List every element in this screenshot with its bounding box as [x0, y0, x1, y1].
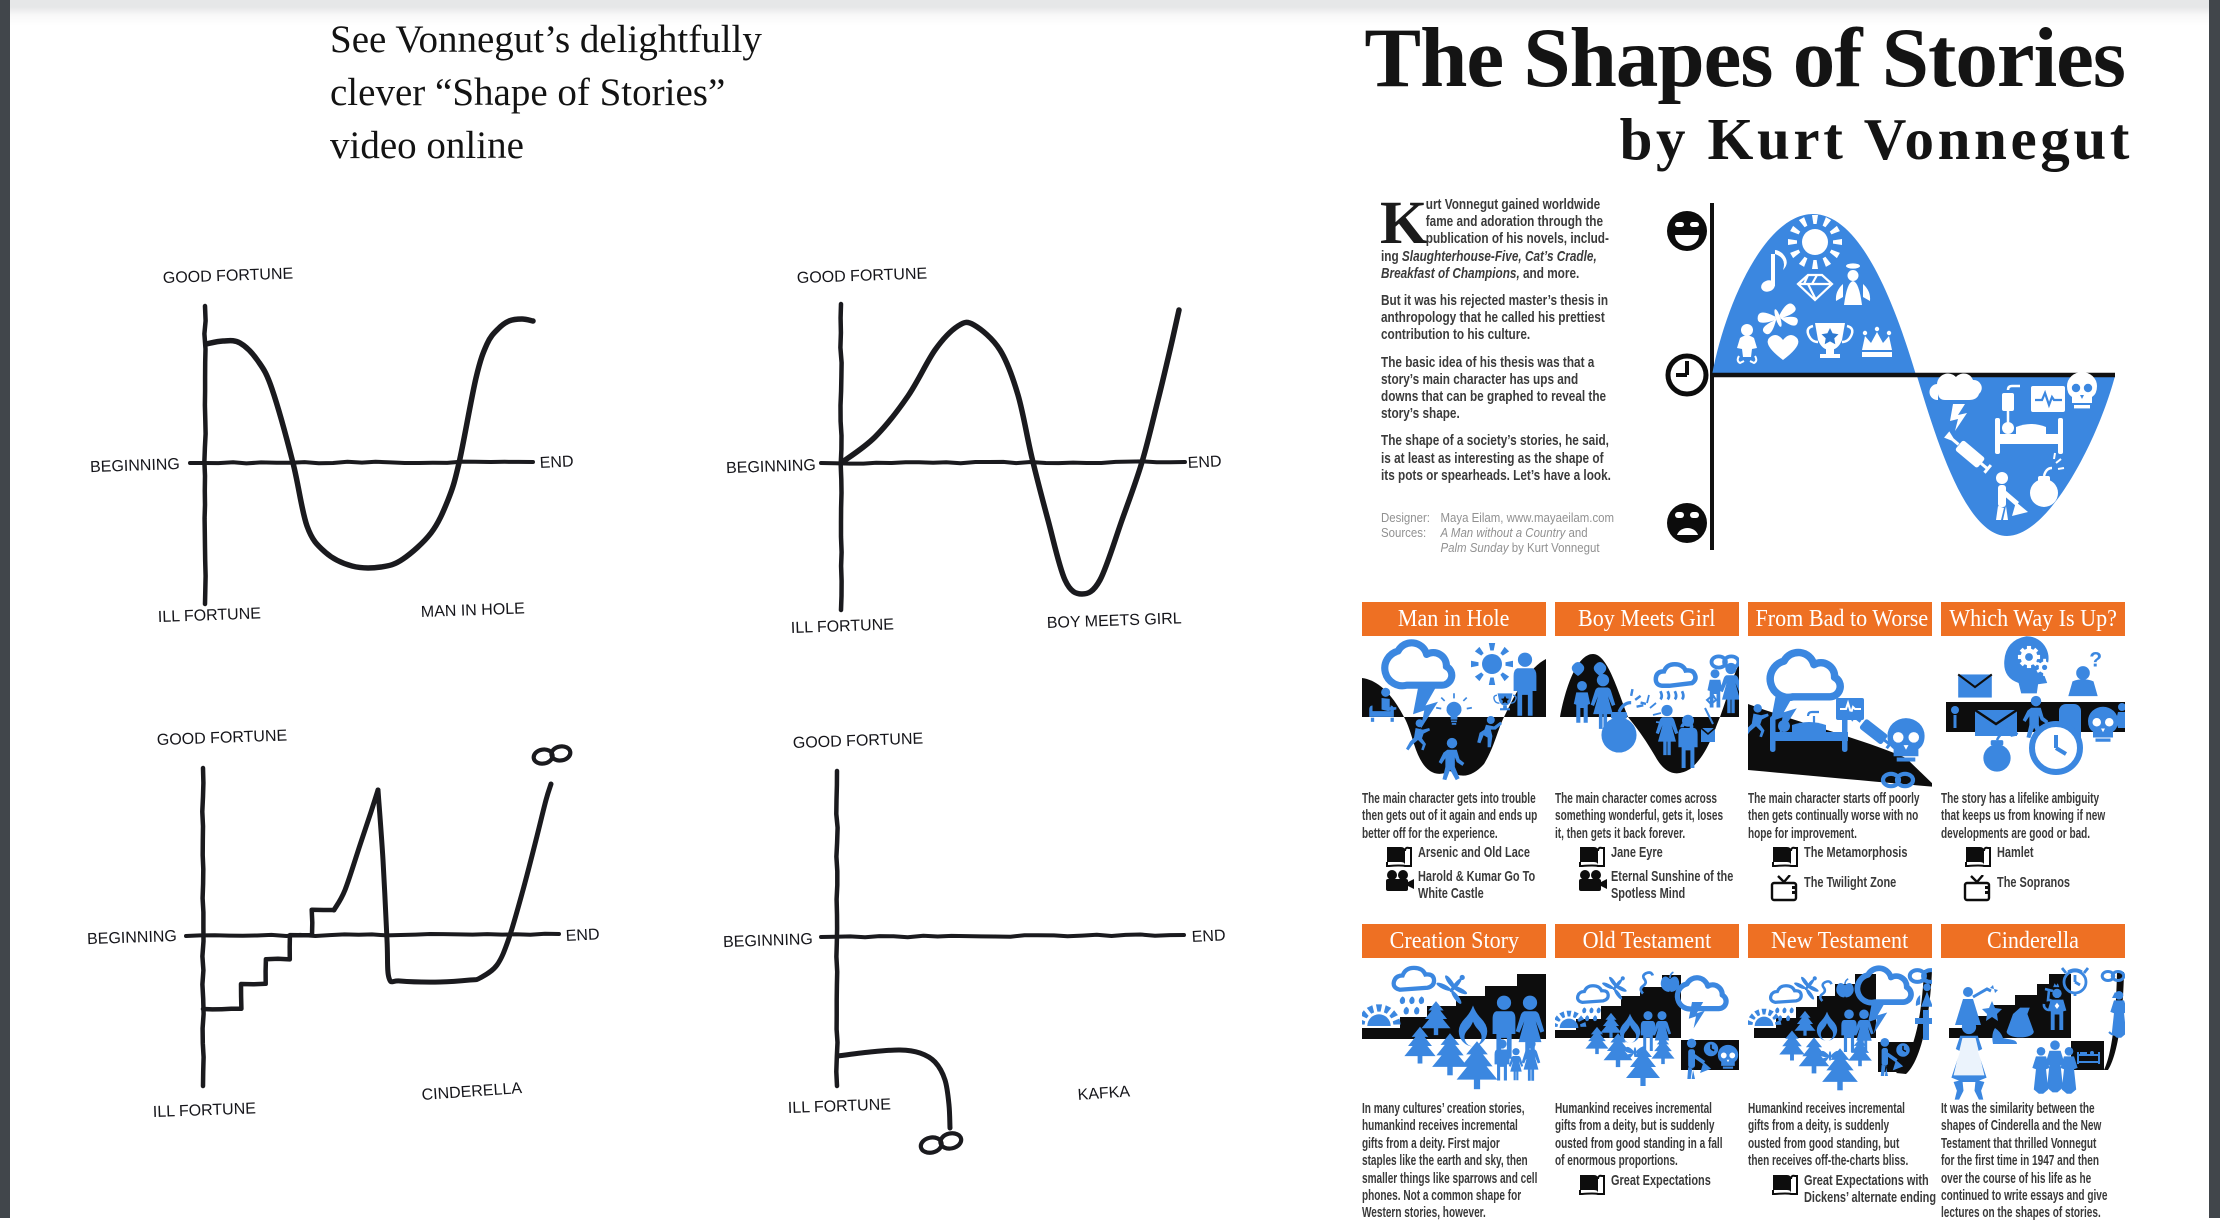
svg-text:BOY MEETS GIRL: BOY MEETS GIRL	[1047, 610, 1182, 632]
svg-text:END: END	[1191, 927, 1226, 946]
svg-text:GOOD FORTUNE: GOOD FORTUNE	[163, 265, 294, 287]
svg-text:BEGINNING: BEGINNING	[723, 931, 813, 951]
svg-text:?: ?	[2089, 649, 2102, 672]
svg-text:END: END	[539, 453, 574, 472]
svg-text:BEGINNING: BEGINNING	[90, 456, 180, 476]
svg-text:GOOD FORTUNE: GOOD FORTUNE	[157, 727, 288, 749]
svg-text:MAN IN HOLE: MAN IN HOLE	[421, 600, 526, 621]
svg-text:ILL FORTUNE: ILL FORTUNE	[158, 605, 262, 626]
svg-text:GOOD FORTUNE: GOOD FORTUNE	[797, 265, 928, 287]
svg-text:BEGINNING: BEGINNING	[87, 928, 177, 948]
svg-text:END: END	[1187, 453, 1222, 472]
svg-text:GOOD FORTUNE: GOOD FORTUNE	[793, 730, 924, 752]
svg-text:KAFKA: KAFKA	[1077, 1083, 1131, 1104]
svg-text:END: END	[565, 926, 600, 945]
svg-text:ILL FORTUNE: ILL FORTUNE	[791, 616, 895, 637]
svg-text:BEGINNING: BEGINNING	[726, 457, 816, 477]
svg-text:ILL FORTUNE: ILL FORTUNE	[788, 1096, 892, 1117]
svg-text:CINDERELLA: CINDERELLA	[421, 1080, 523, 1104]
svg-text:ILL FORTUNE: ILL FORTUNE	[153, 1100, 257, 1121]
